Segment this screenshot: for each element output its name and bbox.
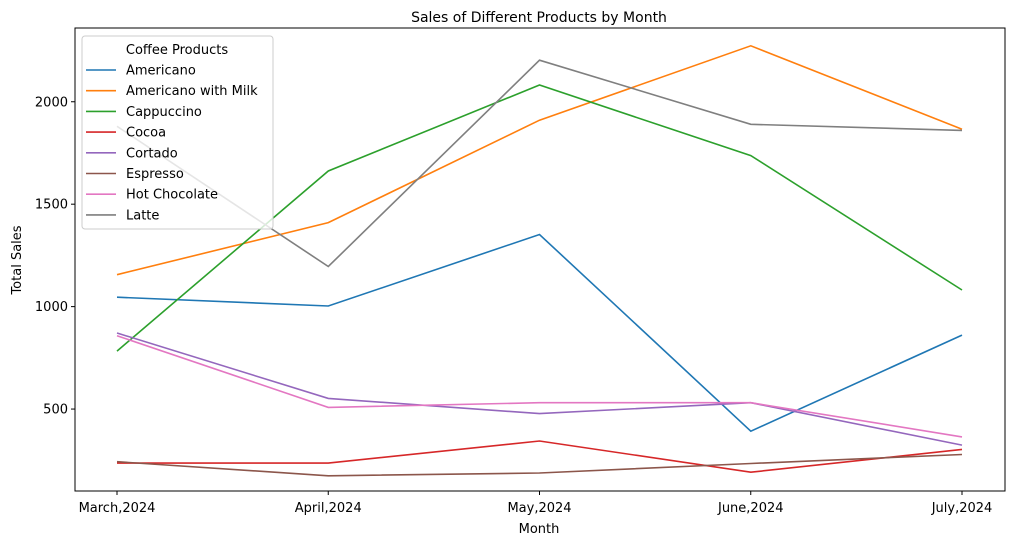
- series-line: [117, 440, 963, 474]
- x-axis: March,2024 April,2024 May,2024 June,2024 Jul…: [79, 491, 993, 516]
- y-tick-label: 2000: [35, 95, 68, 110]
- y-tick-label: 1000: [35, 300, 68, 315]
- y-axis: 500 1000 1500 2000: [35, 95, 75, 418]
- series-line: [116, 233, 963, 433]
- chart-title: Sales of Different Products by Month: [411, 10, 667, 26]
- x-axis-label: Month: [519, 522, 560, 537]
- series-line: [116, 44, 963, 276]
- series-line: [116, 84, 963, 352]
- series-line: [116, 334, 963, 438]
- series-line: [116, 332, 963, 446]
- y-axis-label: Total Sales: [10, 225, 25, 295]
- series-line: [116, 453, 963, 477]
- legend-entry: Americano with Milk: [126, 84, 258, 99]
- legend-entry: Cortado: [126, 146, 178, 161]
- legend-box: [81, 35, 274, 230]
- legend-entry: Hot Chocolate: [126, 188, 218, 203]
- x-tick-label: July,2024: [931, 501, 993, 516]
- legend-entry: Americano: [126, 64, 196, 79]
- legend: Coffee Products Americano Americano with …: [81, 35, 274, 230]
- legend-entry: Latte: [126, 208, 159, 223]
- x-tick-label: May,2024: [507, 501, 571, 516]
- legend-entry: Cappuccino: [126, 105, 202, 120]
- x-tick-label: June,2024: [717, 501, 784, 516]
- x-tick-label: April,2024: [295, 501, 362, 516]
- y-tick-label: 500: [43, 403, 68, 418]
- legend-title: Coffee Products: [126, 43, 228, 58]
- y-tick-label: 1500: [35, 198, 68, 213]
- legend-entry: Cocoa: [126, 126, 166, 141]
- x-tick-label: March,2024: [79, 501, 156, 516]
- legend-entry: Espresso: [126, 167, 184, 182]
